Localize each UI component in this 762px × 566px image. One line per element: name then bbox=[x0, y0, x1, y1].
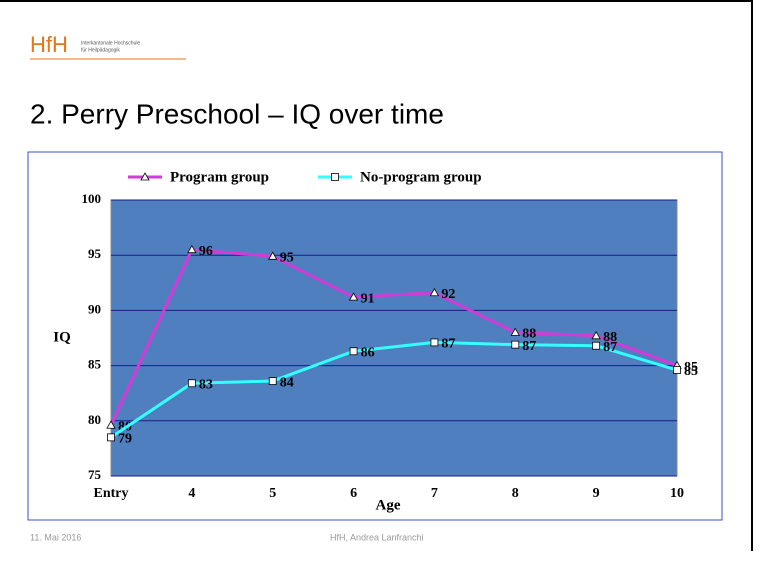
y-tick-label: 80 bbox=[88, 412, 101, 427]
y-tick-label: 90 bbox=[88, 301, 101, 316]
x-tick-label: 4 bbox=[188, 486, 195, 501]
marker bbox=[349, 347, 358, 356]
marker bbox=[348, 292, 359, 301]
institution: für Heilpädagogik bbox=[81, 47, 120, 53]
x-tick-label: 6 bbox=[350, 486, 357, 501]
legend-label: No-program group bbox=[360, 169, 482, 185]
marker bbox=[511, 340, 520, 349]
series-line bbox=[109, 248, 678, 426]
marker bbox=[429, 287, 440, 297]
marker bbox=[187, 244, 197, 254]
data-label: 87 bbox=[603, 340, 617, 355]
x-axis-label: Age bbox=[376, 497, 401, 513]
x-tick-label: Entry bbox=[94, 486, 129, 501]
data-label: 92 bbox=[441, 287, 455, 302]
x-tick-label: 9 bbox=[593, 486, 600, 501]
marker bbox=[107, 433, 115, 442]
data-label: 85 bbox=[684, 364, 698, 379]
marker bbox=[430, 338, 439, 347]
marker bbox=[591, 330, 601, 340]
marker bbox=[187, 379, 196, 388]
data-label: 83 bbox=[199, 377, 213, 392]
footer-date: 11. Mai 2016 bbox=[30, 532, 81, 542]
marker bbox=[510, 327, 520, 336]
data-label: 95 bbox=[280, 251, 294, 266]
legend-marker bbox=[140, 172, 150, 181]
y-tick-label: 85 bbox=[88, 357, 102, 372]
data-label: 96 bbox=[199, 244, 213, 259]
plot-area bbox=[110, 199, 678, 477]
marker bbox=[592, 341, 601, 350]
legend-label: Program group bbox=[170, 169, 269, 185]
data-label: 87 bbox=[522, 339, 536, 354]
marker bbox=[673, 366, 681, 374]
footer-author: HfH, Andrea Lanfranchi bbox=[330, 532, 424, 542]
y-axis-label: IQ bbox=[53, 329, 71, 345]
data-label: 79 bbox=[118, 432, 132, 447]
data-label: 88 bbox=[603, 330, 617, 345]
y-tick-label: 95 bbox=[88, 246, 102, 261]
x-tick-label: 7 bbox=[431, 486, 438, 501]
marker bbox=[268, 377, 277, 385]
x-tick-label: 8 bbox=[512, 486, 519, 501]
legend-marker bbox=[331, 173, 339, 181]
series-line bbox=[110, 340, 678, 439]
data-label: 85 bbox=[684, 360, 698, 375]
data-label: 86 bbox=[361, 345, 375, 360]
data-label: 91 bbox=[361, 291, 375, 306]
logo: HfH bbox=[30, 32, 68, 57]
data-label: 87 bbox=[441, 337, 455, 352]
data-label: 88 bbox=[522, 327, 536, 342]
x-tick-label: 10 bbox=[670, 486, 684, 501]
slide-title: 2. Perry Preschool – IQ over time bbox=[30, 98, 444, 129]
data-label: 84 bbox=[280, 375, 294, 390]
marker bbox=[106, 420, 116, 429]
institution: Interkantonale Hochschule bbox=[81, 40, 140, 46]
marker bbox=[268, 251, 278, 260]
y-tick-label: 75 bbox=[88, 467, 102, 482]
y-tick-label: 100 bbox=[82, 191, 102, 206]
x-tick-label: 5 bbox=[269, 486, 276, 501]
